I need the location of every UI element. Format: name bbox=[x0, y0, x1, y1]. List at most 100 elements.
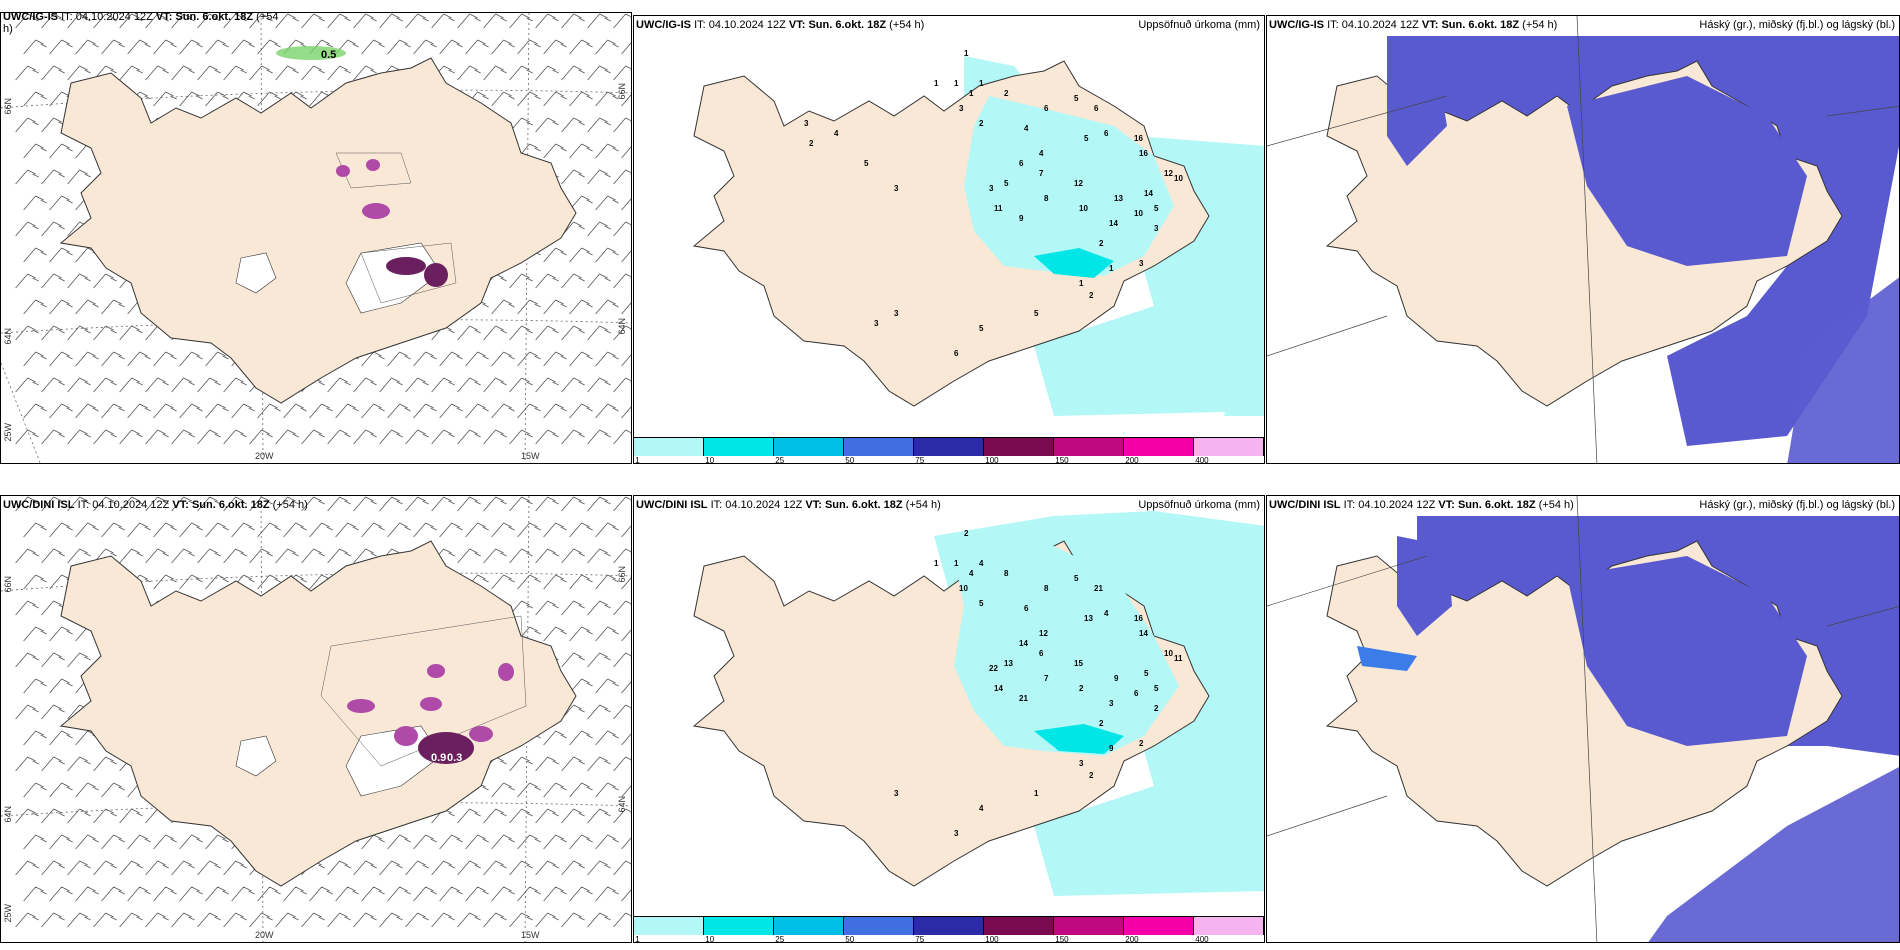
wind-barb bbox=[491, 91, 515, 107]
wind-barb bbox=[309, 522, 333, 538]
wind-barb bbox=[101, 782, 125, 798]
wind-barb bbox=[561, 808, 585, 824]
wind-barb bbox=[67, 325, 91, 341]
wind-barb bbox=[491, 834, 515, 850]
wind-barb bbox=[587, 377, 611, 393]
wind-barb bbox=[517, 574, 541, 590]
wind-barb bbox=[595, 195, 619, 211]
precip-value: 13 bbox=[1084, 614, 1093, 623]
cloud-over-land bbox=[1567, 556, 1807, 746]
precip-value: 4 bbox=[1104, 609, 1109, 618]
wind-barb bbox=[15, 429, 39, 445]
legend-tick: 75 bbox=[915, 456, 925, 464]
label-0-9: 0.9 bbox=[431, 752, 446, 764]
wind-barb bbox=[23, 299, 47, 315]
wind-barb bbox=[119, 860, 143, 876]
wind-barb bbox=[41, 429, 65, 445]
wind-barb bbox=[465, 351, 489, 367]
wind-barb bbox=[587, 704, 611, 720]
map-r2-precip: 21 14410586852141614105115131261413221421… bbox=[692, 511, 1264, 896]
wind-barb bbox=[309, 403, 333, 419]
wind-barb bbox=[205, 351, 229, 367]
wind-barb bbox=[67, 273, 91, 289]
wind-barb bbox=[179, 351, 203, 367]
precip-value: 22 bbox=[989, 664, 998, 673]
legend-tick: 200 bbox=[1125, 456, 1139, 464]
wind-barb bbox=[23, 403, 47, 419]
wind-barb bbox=[127, 39, 151, 55]
wind-barb bbox=[561, 117, 585, 133]
wind-barb bbox=[223, 496, 247, 512]
wind-barb bbox=[561, 548, 585, 564]
wind-barb bbox=[15, 13, 39, 29]
precip-numbers: 11 11132246566161612141055476531198121310… bbox=[804, 49, 1183, 358]
precip-value: 2 bbox=[964, 529, 969, 538]
wind-barb bbox=[257, 403, 281, 419]
precip-value: 6 bbox=[1104, 129, 1109, 138]
precip-value: 3 bbox=[874, 319, 879, 328]
wind-barb bbox=[41, 169, 65, 185]
wind-barb bbox=[465, 834, 489, 850]
wind-barb bbox=[483, 325, 507, 341]
wind-barb bbox=[197, 377, 221, 393]
axis-lat-64: 64N bbox=[3, 328, 13, 345]
precip-value: 6 bbox=[1044, 104, 1049, 113]
wind-barb bbox=[509, 377, 533, 393]
wind-barb bbox=[613, 429, 631, 445]
wind-barb bbox=[595, 678, 619, 694]
wind-barb bbox=[41, 860, 65, 876]
wind-barb bbox=[587, 325, 611, 341]
wind-barb bbox=[465, 39, 489, 55]
wind-barb bbox=[413, 351, 437, 367]
axis-lon-15: 15W bbox=[521, 451, 540, 461]
wind-barb bbox=[179, 522, 203, 538]
wind-barb bbox=[153, 403, 177, 419]
axis-lat-64: 64N bbox=[3, 806, 13, 823]
precip-value: 2 bbox=[1099, 239, 1104, 248]
wind-barb bbox=[569, 834, 593, 850]
wind-barb bbox=[179, 574, 203, 590]
precip-value: 9 bbox=[1114, 674, 1119, 683]
wind-barb bbox=[67, 548, 91, 564]
wind-barb bbox=[171, 65, 195, 81]
wind-barb bbox=[127, 886, 151, 902]
wind-barb bbox=[413, 886, 437, 902]
wind-barb bbox=[517, 886, 541, 902]
wind-barb bbox=[153, 886, 177, 902]
wind-barb bbox=[23, 91, 47, 107]
wind-barb bbox=[205, 39, 229, 55]
wind-barb bbox=[483, 429, 507, 445]
wind-barb bbox=[413, 522, 437, 538]
precip-value: 1 bbox=[954, 559, 959, 568]
wind-barb bbox=[171, 860, 195, 876]
axis-lat-66-right: 66N bbox=[617, 566, 627, 583]
wind-barb bbox=[171, 912, 195, 928]
wind-barb bbox=[249, 13, 273, 29]
wind-barb bbox=[41, 704, 65, 720]
wind-barb bbox=[595, 886, 619, 902]
wind-barb bbox=[101, 299, 125, 315]
wind-barb bbox=[145, 13, 169, 29]
wind-barb bbox=[361, 886, 385, 902]
precip-value: 1 bbox=[969, 89, 974, 98]
wind-barb bbox=[257, 39, 281, 55]
wind-barb bbox=[491, 351, 515, 367]
wind-barb bbox=[197, 912, 221, 928]
precip-value: 8 bbox=[1004, 569, 1009, 578]
precip-value: 21 bbox=[1094, 584, 1103, 593]
wind-barb bbox=[205, 403, 229, 419]
wind-barb bbox=[75, 834, 99, 850]
legend-tick: 25 bbox=[775, 935, 785, 943]
precip-value: 9 bbox=[1109, 744, 1114, 753]
wind-barb bbox=[231, 403, 255, 419]
precip-value: 7 bbox=[1039, 169, 1044, 178]
wind-barb bbox=[15, 600, 39, 616]
wind-barb bbox=[15, 273, 39, 289]
wind-barb bbox=[587, 652, 611, 668]
precip-value: 16 bbox=[1134, 134, 1143, 143]
wind-barb bbox=[379, 429, 403, 445]
wind-barb bbox=[231, 522, 255, 538]
wind-barb bbox=[379, 912, 403, 928]
wind-barb bbox=[509, 65, 533, 81]
wind-barb bbox=[613, 117, 631, 133]
